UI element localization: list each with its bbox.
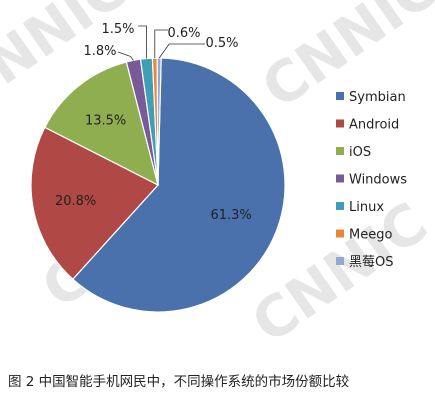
data-label-android: 20.8% [55,194,96,209]
legend-swatch [336,257,344,265]
leader-line [154,29,168,59]
leader-line [158,43,205,59]
data-label-windows: 1.8% [83,44,116,59]
data-label-symbian: 61.3% [210,208,251,223]
data-label-linux: 1.5% [101,22,134,37]
legend-label-meego: Meego [349,228,392,243]
data-labels: 61.3% 20.8% 13.5% 1.8% 1.5% 0.6% 0.5% [55,22,252,223]
legend-label-ios: iOS [349,145,371,160]
pie-slice-android [30,126,159,281]
pie-chart: CNNIC CNNIC CNNIC CNNIC 61.3%20.8%13.5%1… [0,0,435,356]
legend: Symbian Android iOS Windows Linux Meego 黑莓OS [336,90,407,270]
data-label-ios: 13.5% [85,114,126,129]
pie-slice-ios [44,61,159,187]
pie-slice-symbian [71,57,286,313]
legend-label-黑莓os: 黑莓OS [349,255,394,270]
data-label-meego: 0.6% [167,26,200,41]
legend-swatch [336,92,344,100]
leader-line [138,25,147,59]
legend-swatch [336,147,344,155]
legend-label-android: Android [349,118,399,133]
watermark-text: CNNIC [251,0,435,121]
leader-lines [117,25,205,61]
legend-swatch [336,119,344,128]
legend-label-windows: Windows [349,173,407,188]
leader-line [117,51,134,61]
legend-swatch [336,202,344,210]
legend-label-symbian: Symbian [349,90,406,105]
legend-label-linux: Linux [349,200,384,215]
figure-caption: 图 2 中国智能手机网民中，不同操作系统的市场份额比较 [8,374,350,390]
pie-slices [30,57,286,313]
data-label-黑莓os: 0.5% [205,36,238,51]
legend-swatch [336,229,344,238]
legend-swatch [336,174,344,183]
